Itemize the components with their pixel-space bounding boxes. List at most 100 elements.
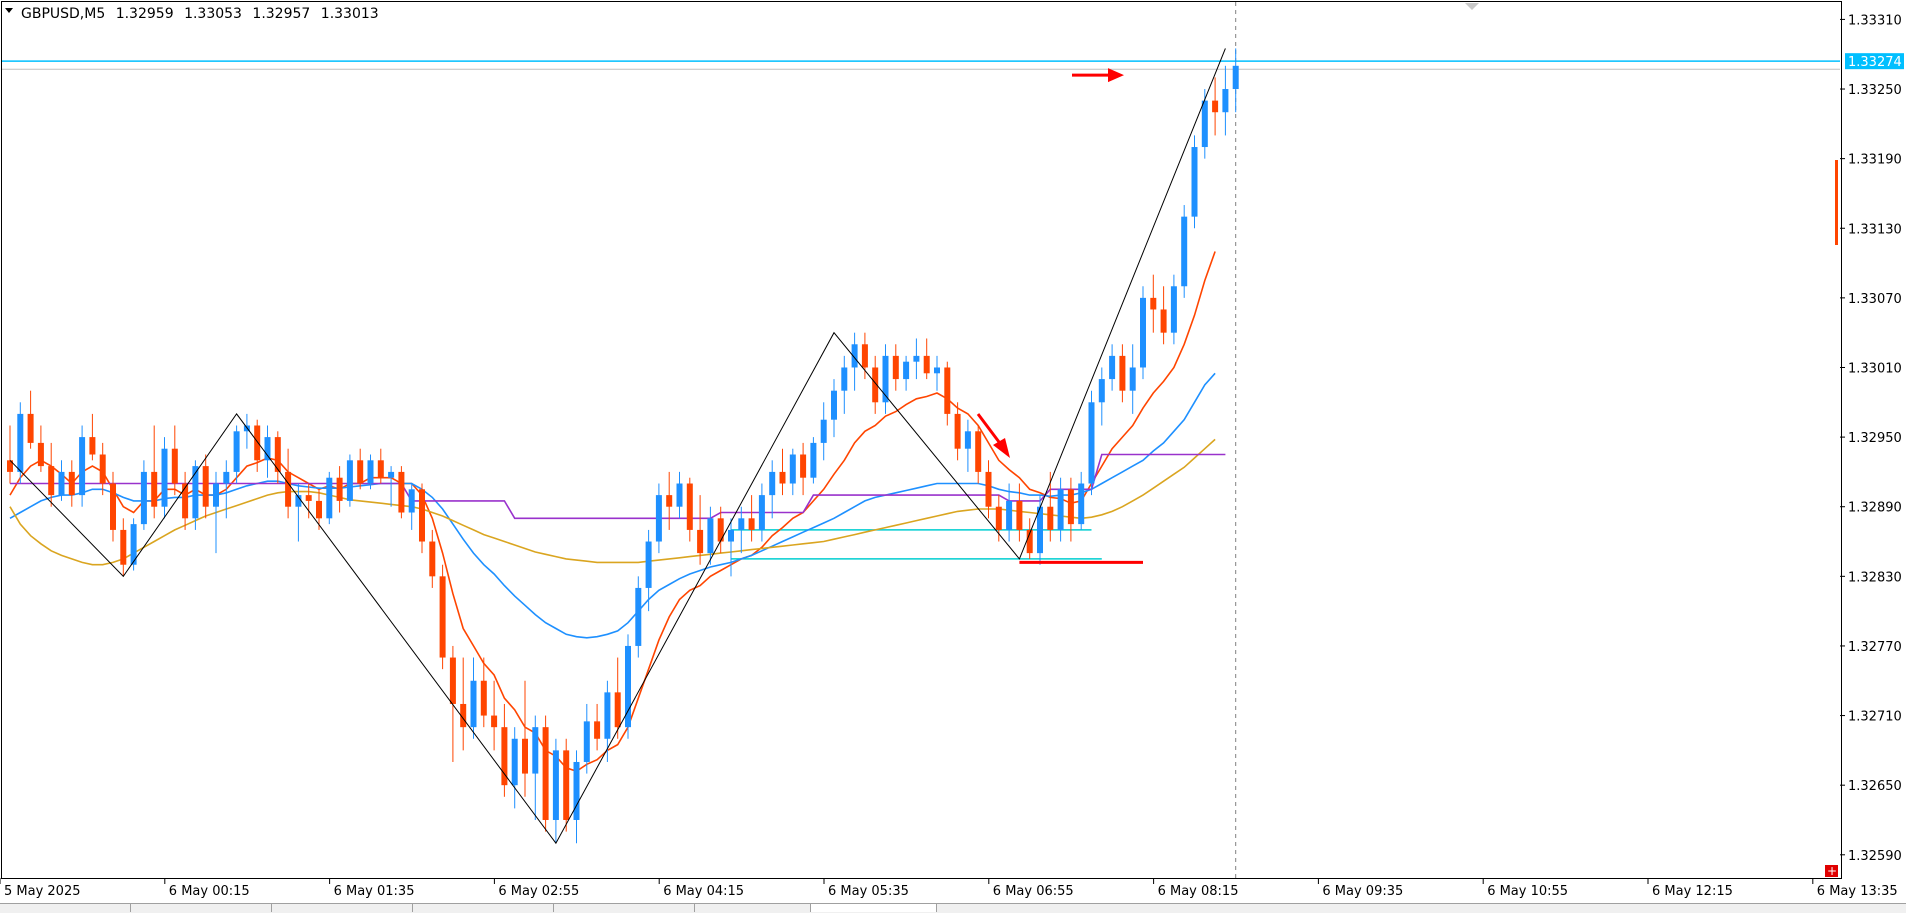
chart-corner-button[interactable] — [1825, 865, 1838, 877]
candle-body — [161, 448, 168, 507]
candle-body — [316, 500, 322, 519]
x-tick-label: 6 May 09:35 — [1322, 884, 1403, 899]
candle-body — [470, 680, 477, 728]
x-tick-label: 6 May 10:55 — [1487, 884, 1568, 899]
plot-frame — [1, 1, 1842, 879]
candle-body — [995, 506, 1002, 530]
candle-body — [285, 471, 292, 507]
candle-body — [676, 483, 683, 507]
candle-body — [985, 471, 992, 507]
symbol-label: GBPUSD,M5 — [21, 6, 105, 22]
candle-body — [717, 518, 724, 542]
candle-body — [254, 425, 261, 461]
candle-body — [1078, 483, 1085, 525]
x-tick-label: 6 May 04:15 — [663, 884, 744, 899]
candle-body — [1140, 297, 1146, 368]
x-tick-label: 6 May 06:55 — [993, 884, 1074, 899]
candle-body — [89, 437, 96, 455]
y-tick-label: 1.33310 — [1848, 13, 1902, 28]
candle-body — [27, 413, 34, 443]
symbol-header: GBPUSD,M5 1.32959 1.33053 1.32957 1.3301… — [5, 6, 379, 22]
x-tick-label: 6 May 02:55 — [498, 884, 579, 899]
candle-body — [140, 471, 147, 525]
candle-body — [58, 471, 65, 496]
candle-body — [820, 419, 827, 443]
x-tick-label: 6 May 13:35 — [1817, 884, 1898, 899]
svg-text:GBPUSD,M5 1.32959: GBPUSD,M5 1.32959 1.33053 1.32957 1.3301… — [21, 6, 379, 22]
candle-body — [522, 738, 528, 774]
candle-body — [68, 471, 75, 496]
candle-body — [728, 529, 734, 542]
candle-body — [573, 761, 580, 820]
candle-body — [666, 495, 673, 507]
candle-body — [264, 437, 271, 461]
candle-body — [367, 460, 374, 484]
candle-body — [779, 471, 786, 484]
price-tag-label: 1.33274 — [1848, 55, 1902, 70]
price-tag-box — [1845, 53, 1904, 70]
candle-body — [892, 355, 899, 380]
chart-tab[interactable] — [554, 904, 695, 912]
candle-body — [7, 460, 13, 472]
candle-body — [1098, 379, 1105, 403]
chart-tab[interactable] — [413, 904, 554, 912]
candle-body — [934, 367, 940, 374]
candle-body — [841, 367, 848, 391]
candle-body — [552, 750, 559, 820]
candle-body — [17, 413, 24, 472]
chart-tab[interactable] — [695, 904, 811, 912]
candle-body — [1047, 506, 1054, 530]
candle-body — [501, 727, 508, 786]
candle-body — [439, 576, 446, 658]
bid-level-marker — [1835, 160, 1838, 245]
chart-tab[interactable] — [131, 904, 272, 912]
candle-body — [1129, 367, 1136, 391]
candle-body — [1016, 500, 1023, 530]
candle-body — [738, 518, 745, 530]
y-tick-label: 1.32950 — [1848, 431, 1902, 446]
candle-body — [769, 471, 776, 496]
x-tick-label: 6 May 12:15 — [1652, 884, 1733, 899]
chart-tab[interactable] — [272, 904, 413, 912]
candle-body — [1160, 309, 1167, 333]
open-value: 1.32959 — [116, 6, 174, 22]
y-tick-label: 1.33070 — [1848, 292, 1902, 307]
series-line-ma_slow — [9, 438, 1216, 566]
y-tick-label: 1.33250 — [1848, 83, 1902, 98]
annotation-arrow-head-icon — [993, 438, 1010, 458]
x-tick-label: 6 May 01:35 — [334, 884, 415, 899]
candle-body — [1150, 297, 1157, 310]
candle-body — [697, 529, 704, 554]
plus-icon[interactable]: + — [1827, 864, 1837, 878]
candle-body — [171, 448, 178, 484]
x-tick-label: 6 May 08:15 — [1158, 884, 1239, 899]
candle-body — [1109, 355, 1116, 380]
y-tick-label: 1.32650 — [1848, 779, 1902, 794]
candle-body — [861, 344, 868, 368]
collapse-triangle-icon[interactable] — [5, 8, 13, 13]
y-tick-label: 1.33130 — [1848, 222, 1902, 237]
candle-body — [686, 483, 693, 530]
chart-tab[interactable] — [0, 904, 131, 912]
candle-body — [274, 437, 281, 472]
y-tick-label: 1.32710 — [1848, 710, 1902, 725]
candle-body — [604, 692, 611, 739]
candle-body — [707, 518, 714, 554]
candle-body — [583, 721, 590, 762]
price-tag: 1.33274 — [1845, 53, 1904, 70]
shift-marker-icon[interactable] — [1465, 3, 1479, 10]
candle-body — [1201, 100, 1208, 148]
candle-body — [1026, 529, 1033, 554]
candle-body — [336, 477, 343, 501]
annotation-arrow-head-icon — [1108, 68, 1124, 83]
candle-body — [305, 495, 312, 501]
candle-body — [460, 703, 467, 728]
candle-body — [388, 471, 395, 478]
candle-body — [182, 483, 189, 519]
chart-tab-active[interactable] — [811, 904, 937, 912]
candle-body — [1088, 402, 1095, 484]
candle-body — [1037, 506, 1043, 554]
candle-body — [903, 361, 910, 380]
